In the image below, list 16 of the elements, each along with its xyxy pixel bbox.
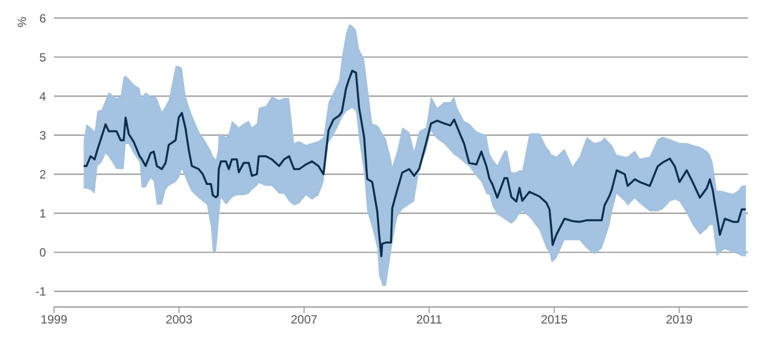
x-tick-label: 2003 [166, 312, 193, 327]
y-tick-label: 1 [39, 206, 46, 221]
y-tick-label: 6 [39, 11, 46, 26]
line-series [82, 70, 747, 258]
x-tick-label: 2015 [540, 312, 568, 327]
x-tick-label: 2019 [666, 312, 693, 327]
y-tick-label: 3 [39, 128, 46, 142]
y-tick-label: 0 [39, 246, 46, 260]
y-axis-title: % [15, 16, 29, 28]
x-tick-label: 2007 [290, 312, 318, 327]
x-tick-label: 2011 [416, 312, 442, 327]
x-tick-label: 1999 [40, 312, 68, 327]
y-tick-label: 4 [39, 89, 46, 104]
y-tick-label: 5 [39, 50, 46, 64]
y-tick-label: -1 [35, 284, 46, 299]
y-tick-label: 2 [39, 167, 46, 182]
